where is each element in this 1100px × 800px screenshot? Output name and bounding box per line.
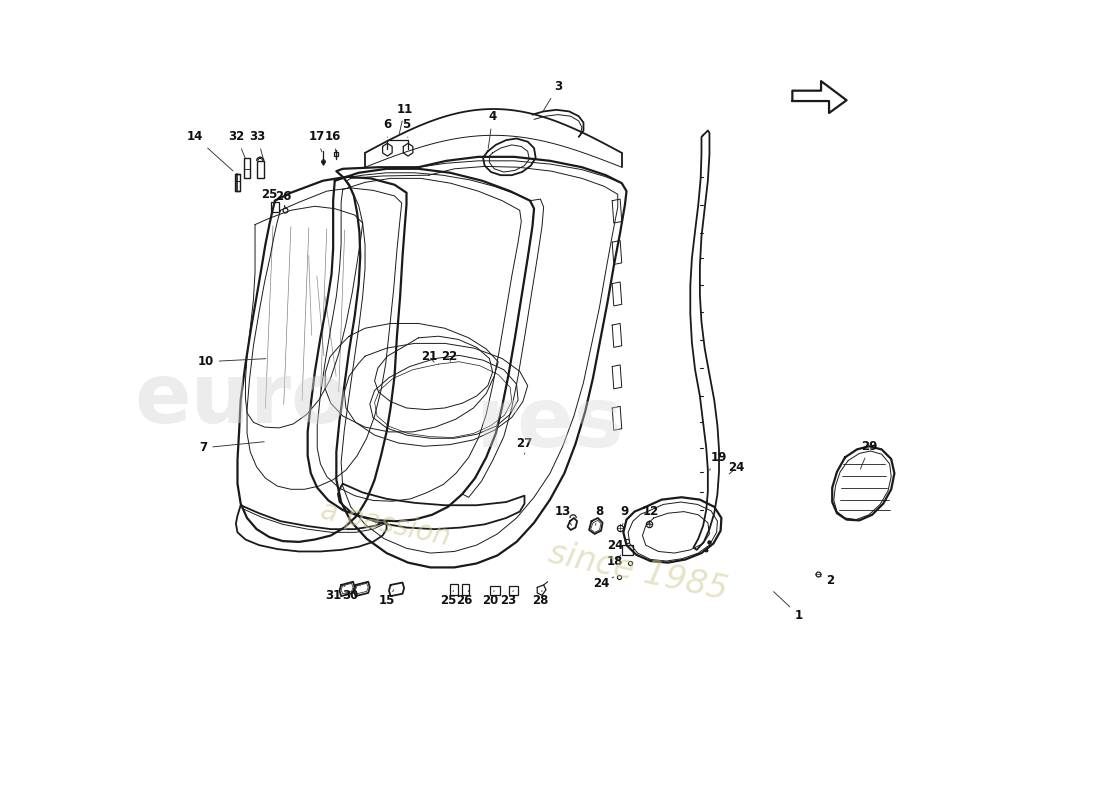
- Text: 14: 14: [187, 130, 233, 171]
- Text: 28: 28: [532, 590, 549, 607]
- Text: 25: 25: [261, 188, 277, 205]
- Text: 22: 22: [441, 350, 456, 362]
- Text: 33: 33: [250, 130, 265, 158]
- Text: 8: 8: [595, 505, 604, 525]
- Text: 29: 29: [860, 440, 878, 469]
- Bar: [508, 586, 518, 594]
- Text: 18: 18: [606, 555, 623, 568]
- Text: 17: 17: [308, 130, 324, 152]
- Text: since 1985: since 1985: [546, 537, 730, 607]
- Text: 24: 24: [607, 538, 627, 551]
- Text: 23: 23: [500, 590, 517, 607]
- Text: 16: 16: [324, 130, 341, 152]
- Text: 31: 31: [324, 586, 345, 602]
- Text: 24: 24: [593, 577, 614, 590]
- Text: a passion: a passion: [318, 497, 452, 551]
- Text: 12: 12: [642, 505, 659, 525]
- Text: 1: 1: [773, 592, 803, 622]
- Text: res: res: [476, 383, 624, 465]
- Text: 15: 15: [379, 590, 396, 607]
- Text: 4: 4: [488, 110, 497, 149]
- Text: 30: 30: [342, 586, 361, 602]
- Text: 10: 10: [198, 355, 266, 368]
- Text: euro: euro: [134, 359, 350, 441]
- Bar: [621, 545, 632, 554]
- Text: 3: 3: [543, 80, 562, 110]
- Bar: [256, 161, 264, 178]
- Text: 24: 24: [728, 462, 745, 474]
- Bar: [462, 584, 470, 594]
- Text: 9: 9: [620, 505, 629, 525]
- Text: 13: 13: [554, 505, 572, 525]
- Text: 26: 26: [275, 190, 292, 207]
- Bar: [491, 586, 499, 594]
- Text: 32: 32: [229, 130, 245, 158]
- Text: 2: 2: [821, 574, 835, 587]
- Bar: [271, 202, 279, 212]
- Text: 25: 25: [441, 590, 456, 607]
- Bar: [450, 584, 459, 594]
- Bar: [244, 158, 250, 178]
- Text: 11: 11: [397, 102, 412, 134]
- Text: 21: 21: [420, 350, 437, 362]
- Text: 19: 19: [710, 451, 727, 470]
- Text: 5: 5: [403, 118, 410, 138]
- Text: 20: 20: [482, 590, 498, 607]
- Bar: [235, 174, 240, 191]
- Text: 6: 6: [383, 118, 392, 138]
- Text: 27: 27: [516, 438, 532, 454]
- Text: 26: 26: [456, 590, 473, 607]
- Text: 7: 7: [199, 442, 264, 454]
